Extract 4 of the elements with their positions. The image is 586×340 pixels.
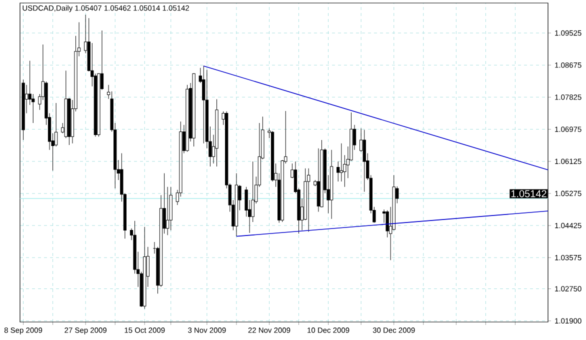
ref-line-label: 1.05142 bbox=[511, 190, 546, 198]
candlestick bbox=[362, 130, 366, 192]
candlestick bbox=[166, 186, 170, 236]
candlestick bbox=[307, 168, 310, 232]
